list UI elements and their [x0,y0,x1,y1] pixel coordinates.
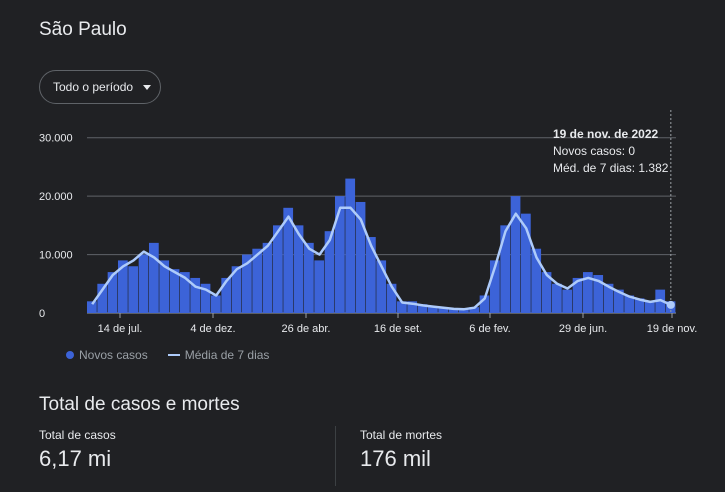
legend-item-new-cases: Novos casos [66,348,148,362]
total-cases-label: Total de casos [39,428,116,442]
bar [293,225,304,313]
bar [242,254,252,313]
bar [624,295,635,313]
x-tick-label: 16 de set. [374,323,422,335]
bar [645,301,655,313]
cases-chart[interactable]: 30.000 20.000 10.000 0 14 de jul. 4 de dez. 26… [0,110,725,340]
line-swatch-icon [167,354,180,356]
x-tick-label: 4 de dez. [190,323,235,335]
page-title: São Paulo [39,19,127,40]
bar [448,308,459,313]
total-deaths-stat: Total de mortes 176 mil [360,428,442,472]
bar [180,272,190,313]
bar [149,242,159,313]
bar [531,248,542,313]
y-tick-label: 20.000 [39,191,73,203]
bar [159,260,170,313]
bar [521,213,531,313]
bar [438,307,449,313]
bar [428,305,438,313]
tooltip-avg: Méd. de 7 dias: 1.382 [553,161,669,175]
bar [355,201,366,313]
bar [479,295,490,313]
y-tick-label: 30.000 [39,133,73,145]
bar [231,266,242,313]
x-tick-label: 26 de abr. [282,323,331,335]
chart-legend: Novos casos Média de 7 dias [66,348,269,362]
y-tick-label: 0 [39,308,45,320]
bar [500,225,511,313]
bar [107,272,118,313]
bar [97,283,108,313]
legend-label-new-cases: Novos casos [79,348,148,362]
bar [376,260,387,313]
bar [593,275,604,313]
total-cases-stat: Total de casos 6,17 mi [39,428,116,472]
bar [603,283,614,313]
bar [459,308,469,313]
bar [386,283,397,313]
legend-label-avg: Média de 7 dias [184,348,270,362]
bar [366,237,376,313]
section-title: Total de casos e mortes [39,394,240,415]
avg-line [91,206,672,311]
bar [490,260,500,313]
bar [510,196,521,313]
x-tick-label: 6 de fev. [469,323,510,335]
legend-item-avg: Média de 7 dias [167,348,270,362]
chart-tooltip: 19 de nov. de 2022 Novos casos: 0 Méd. d… [553,126,668,177]
hover-point [666,300,675,309]
period-select-value: Todo o período [53,80,134,94]
bar [211,295,221,313]
bar [252,248,263,313]
total-deaths-value: 176 mil [360,446,431,471]
bar [87,301,97,313]
bar [200,283,211,313]
bar [469,307,480,313]
tooltip-date: 19 de nov. de 2022 [553,127,659,141]
bar [314,260,325,313]
tooltip-new-cases: Novos casos: 0 [553,144,636,158]
bar [583,272,593,313]
bar [128,266,139,313]
bar [417,304,428,313]
bar [335,196,345,313]
bar [283,207,294,313]
bar [262,242,273,313]
bar [118,260,128,313]
bar-swatch-icon [66,351,74,359]
bar [572,277,583,313]
bar [541,272,552,313]
bar [634,298,645,313]
bar [304,242,314,313]
period-select[interactable]: Todo o período [39,70,161,104]
bar [138,254,149,313]
bar [324,231,335,313]
bar [221,277,232,313]
bar [397,301,407,313]
total-cases-value: 6,17 mi [39,446,112,471]
bar [169,269,180,313]
x-tick-label: 14 de jul. [98,323,143,335]
bar [345,178,356,313]
bar [562,289,573,313]
bar [614,289,624,313]
bar [552,283,562,313]
bar [407,301,418,313]
bar [190,277,201,313]
x-tick-label: 29 de jun. [559,323,607,335]
y-tick-label: 10.000 [39,250,73,262]
x-tick-label: 19 de nov. [647,323,698,335]
total-deaths-label: Total de mortes [360,428,443,442]
stat-divider [335,426,336,486]
bar [273,225,283,313]
caret-down-icon [143,84,152,90]
